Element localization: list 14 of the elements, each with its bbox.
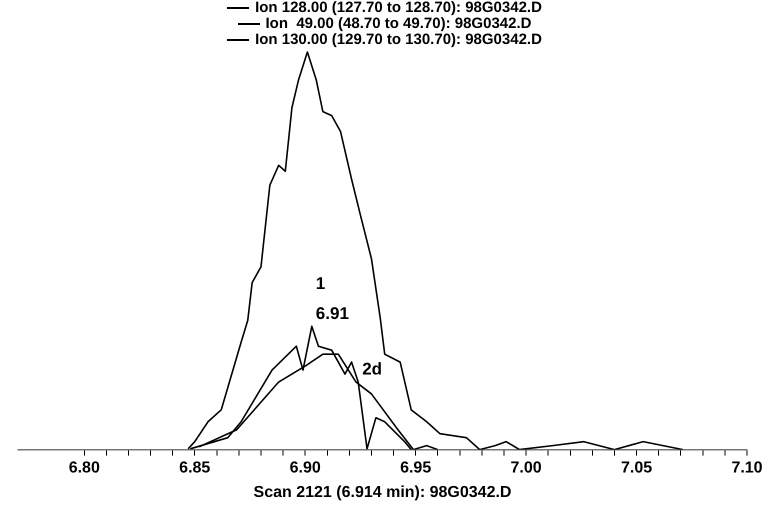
x-tick-label: 7.05 (620, 460, 652, 477)
x-tick-label: 6.85 (179, 460, 210, 477)
annotation: 2d (362, 360, 382, 379)
x-tick-label: 6.90 (290, 460, 321, 477)
legend-label: Ion 128.00 (127.70 to 128.70): 98G0342.D (255, 0, 542, 16)
x-tick-label: 6.80 (68, 460, 100, 477)
annotation: 1 (316, 274, 326, 294)
x-axis-title: Scan 2121 (6.914 min): 98G0342.D (254, 484, 512, 501)
legend-label: Ion 49.00 (48.70 to 49.70): 98G0342.D (266, 15, 532, 32)
legend-label: Ion 130.00 (129.70 to 130.70): 98G0342.D (255, 31, 542, 48)
x-tick-label: 6.95 (400, 460, 432, 477)
annotation: 6.91 (316, 304, 349, 324)
x-tick-label: 7.00 (510, 460, 542, 477)
x-tick-label: 7.10 (731, 460, 763, 477)
